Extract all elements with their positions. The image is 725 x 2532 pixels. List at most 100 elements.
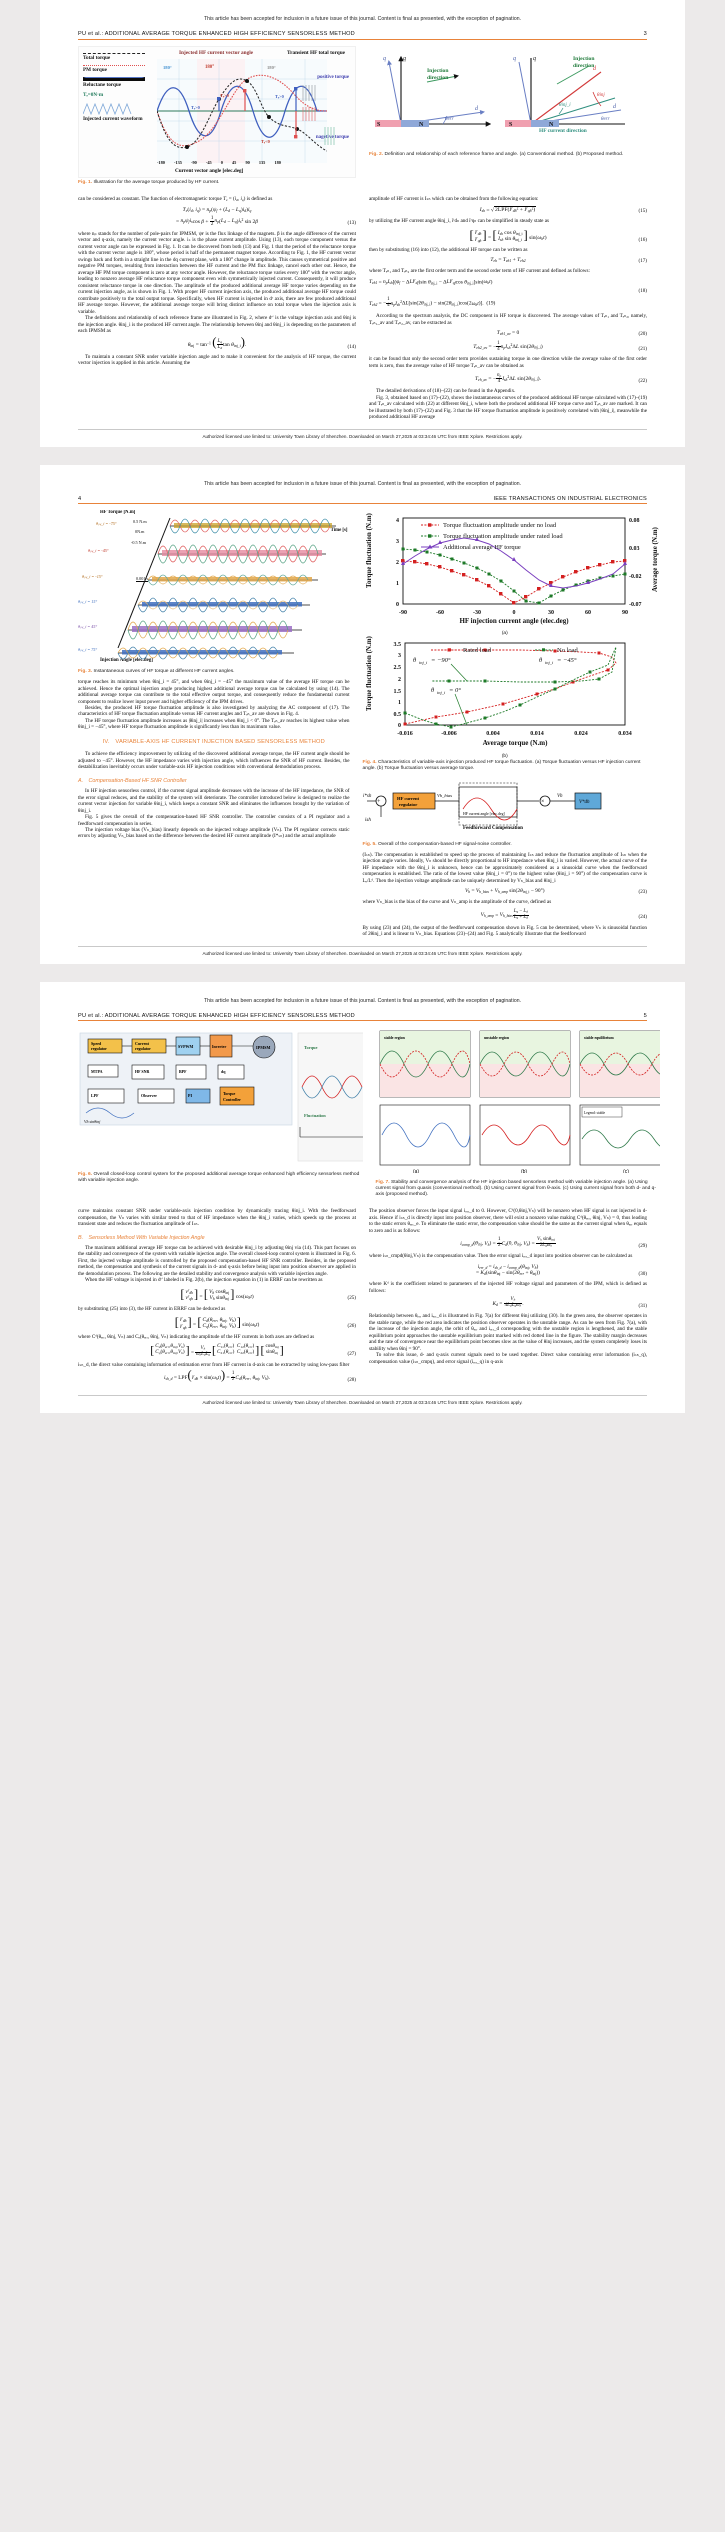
svg-text:0.5: 0.5	[393, 712, 401, 718]
page5-figure-column-right: stable region unstable region	[375, 1027, 661, 1202]
xtick-3: -45	[205, 160, 212, 166]
svg-text:30: 30	[548, 610, 554, 616]
page3-figure-column-right: S N q q d d θerr Injection direction	[369, 45, 647, 163]
accepted-banner: This article has been accepted for inclu…	[203, 16, 522, 22]
pdf-page-viewer[interactable]: This article has been accepted for inclu…	[0, 0, 725, 1414]
figure-7-caption: Fig. 7. Stability and convergence analys…	[376, 1180, 661, 1199]
p3r-para-1: amplitude of HF current is Iₛₕ which can…	[369, 196, 539, 203]
journal-title-2: IEEE TRANSACTIONS ON INDUSTRIAL ELECTRON…	[493, 495, 647, 502]
svg-text:θerr: θerr	[445, 117, 454, 122]
figure-5-svg: + i*sh ish HF current regulator Vh_bias	[363, 782, 601, 831]
equation-28: ish_d = LPF(irdh × sin(ωht)) = 1 2 Cd(θerr…	[164, 1368, 356, 1383]
figure-3-zlabel: Injection Angle [elec.deg]	[100, 658, 153, 664]
figure-3-ytick-top: 0.5 N.m	[133, 519, 147, 525]
p4l-para-7: The injection voltage bias (Vₕ_bias) lin…	[78, 826, 350, 840]
svg-text:Current: Current	[135, 1041, 150, 1046]
te-zero-label: Tₑ=0N·m	[83, 91, 104, 98]
svg-text:q: q	[513, 56, 516, 62]
svg-text:θinj: θinj	[597, 93, 605, 98]
figure-1-xticks: -180 -135 -90 -45 0 45 90 135 180	[157, 160, 281, 165]
p5r-para-5: To solve this issue, d- and q-axis curre…	[369, 1352, 647, 1365]
figure-2-label: Fig. 2.	[369, 152, 384, 157]
svg-text:θ: θ	[431, 687, 435, 694]
svg-text:LPF: LPF	[91, 1093, 99, 1098]
transient-hf-torque-bursts	[302, 84, 335, 145]
p5r-para-2: where iₛₕ_cmpd(θinj,Vₕ) is the compensat…	[369, 1253, 633, 1260]
svg-text:PI: PI	[188, 1093, 192, 1098]
p4l-para-1: torque reaches its minimum when θinj_i =…	[78, 679, 350, 705]
te-positive-left: Tₑ>0	[191, 104, 200, 110]
page5-figure-column-left: Speed regulator Current regulator SVPWM In…	[78, 1027, 363, 1188]
page5-text-column-right: The position observer forces the input s…	[369, 1208, 647, 1365]
svg-text:HF SNR: HF SNR	[135, 1069, 150, 1074]
equation-13-number: (13)	[347, 220, 357, 227]
p5l-para-2: The maximum additional average HF torque…	[78, 1245, 356, 1277]
svg-text:i*sh: i*sh	[363, 794, 372, 799]
section-heading-4: IV. Variable-Axis HF Current Injection B…	[102, 738, 325, 745]
equation-30: ierr_d = ish_d − icomp_d(θinj, Vh) = Kd(…	[476, 1263, 647, 1277]
figure-4a-svg: 4 3 2 1 0 0.08 0.03 -0.02 -0.07 -90 -60 -30	[365, 513, 659, 626]
equation-20-number: (20)	[638, 330, 648, 337]
svg-text:Legend: stable: Legend: stable	[584, 1111, 605, 1115]
page4-column-left: HF Torque [N.m] Time [s] 0.5 N.m 0N.m -0…	[78, 510, 350, 840]
equation-18-number: (18)	[638, 287, 648, 294]
svg-text:-30: -30	[473, 610, 481, 616]
p3l-para-1: can be considered as constant. The funct…	[78, 196, 273, 203]
page3-text-column-right: amplitude of HF current is Iₛₕ which can…	[369, 196, 647, 421]
svg-text:Torque fluctuation amplitude u: Torque fluctuation amplitude under rated…	[443, 533, 563, 540]
figure-3-time-tick: 0.001 s	[136, 576, 149, 582]
te-positive-center: Tₑ>0	[220, 92, 229, 98]
figure-6-caption-text: Overall closed-loop control system for t…	[78, 1171, 360, 1183]
svg-text:HF current: HF current	[397, 796, 420, 801]
figure-1-top-label: Injected HF current vector angle	[179, 49, 254, 56]
figure-7-image: stable region unstable region	[375, 1027, 660, 1178]
svg-text:(b): (b)	[520, 1169, 526, 1173]
equation-27: [Cd(θerr,θinj,Vh) Cq(θerr,θinj,Vh)] = Vh ω…	[150, 1342, 356, 1358]
svg-text:direction: direction	[573, 63, 595, 69]
p3l-para-3: The definitions and relationship of each…	[78, 315, 356, 335]
svg-text:0.034: 0.034	[618, 731, 632, 737]
p3l-para-2: where nₚ stands for the number of pole-p…	[78, 230, 356, 315]
svg-text:3.5: 3.5	[393, 642, 401, 648]
positive-torque-label: positive torque	[317, 74, 349, 80]
p5r-para-1: The position observer forces the input s…	[369, 1208, 647, 1234]
svg-text:4: 4	[396, 518, 399, 524]
xtick-2: -90	[191, 160, 197, 166]
svg-text:0: 0	[396, 602, 399, 608]
svg-text:Torque: Torque	[223, 1091, 235, 1096]
equation-19: Teh2 = −1 4 npIsh2ΔL[sin(2θinj_i) − sin(2θ…	[369, 297, 496, 309]
page5-text-column-left: curve maintains constant SNR under varia…	[78, 1208, 356, 1387]
figure-4-caption-text: Characteristics of variable-axis injecti…	[362, 759, 641, 772]
equation-24: Vh_amp = Vh_bias Lq − Ld Lq + Ld (24)	[480, 908, 647, 921]
svg-text:regulator: regulator	[91, 1046, 107, 1051]
svg-text:Torque fluctuation (N.m): Torque fluctuation (N.m)	[365, 636, 373, 712]
svg-text:Torque fluctuation amplitude u: Torque fluctuation amplitude under no lo…	[443, 522, 557, 529]
equation-19-number: (19)	[486, 300, 496, 307]
p5r-para-3: where Kᵈ is the coefficient related to p…	[369, 1281, 647, 1294]
angle-180-right: 180°	[267, 64, 276, 70]
equation-17: Teh = Teh1 + Teh2 (17)	[490, 257, 647, 264]
svg-text:-90: -90	[399, 610, 407, 616]
accepted-banner-2: This article has been accepted for inclu…	[203, 480, 522, 487]
figure-5-image: + i*sh ish HF current regulator Vh_bias	[362, 777, 647, 840]
figure-7-svg: stable region unstable region	[379, 1030, 660, 1173]
svg-text:Fluctuation: Fluctuation	[304, 1113, 326, 1118]
footer-note-page5: Authorized licensed use limited to: Univ…	[78, 1395, 647, 1405]
xtick-7: 135	[258, 160, 266, 166]
svg-text:HF injection current angle (el: HF injection current angle (elec.deg)	[459, 617, 569, 625]
svg-text:q: q	[533, 56, 536, 62]
svg-text:regulator: regulator	[135, 1046, 151, 1051]
figure-3-angle-1: θᵢₙⱼ_i = -75°	[96, 521, 117, 527]
equation-22-number: (22)	[638, 378, 648, 384]
equation-14-number: (14)	[347, 343, 357, 350]
injected-current-label: Injected current waveform	[83, 116, 143, 123]
p3r-para-8: Fig. 3, obtained based on (17)–(22), sho…	[369, 394, 647, 421]
svg-text:S: S	[509, 122, 513, 128]
svg-text:regulator: regulator	[399, 802, 417, 807]
svg-text:90: 90	[622, 610, 628, 616]
accepted-banner-3: This article has been accepted for inclu…	[203, 997, 522, 1004]
equation-15: Ish = √2LPF(Irdh2 + Irqh2) (15)	[479, 206, 647, 215]
svg-text:1: 1	[398, 700, 401, 706]
figure-4: 4 3 2 1 0 0.08 0.03 -0.02 -0.07 -90 -60 -30	[362, 510, 659, 772]
